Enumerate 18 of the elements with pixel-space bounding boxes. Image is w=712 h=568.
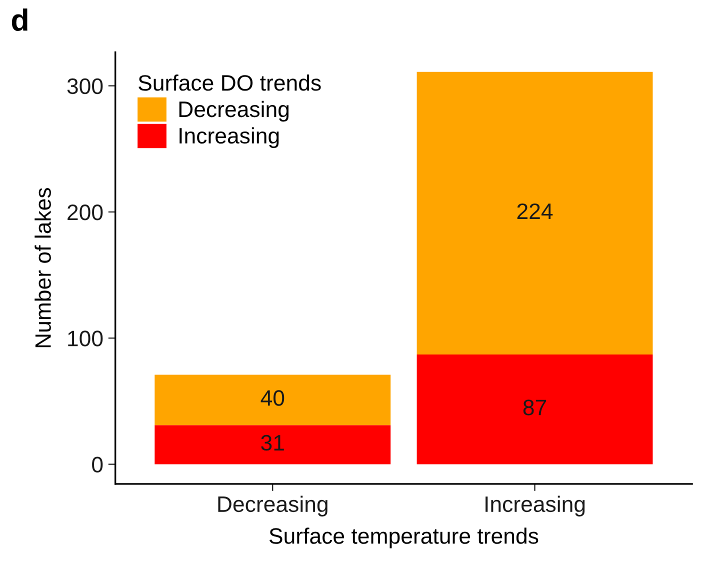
y-tick-label: 0 xyxy=(92,456,103,473)
data-label: 31 xyxy=(261,434,284,451)
legend-title: Surface DO trends xyxy=(138,74,321,91)
data-label: 40 xyxy=(260,390,284,406)
data-label: 87 xyxy=(523,400,546,416)
y-tick-label: 300 xyxy=(67,78,103,94)
bar xyxy=(416,72,653,355)
x-axis-title: Surface temperature trends xyxy=(269,528,538,548)
bar xyxy=(154,425,391,464)
data-label: 224 xyxy=(517,203,553,219)
bar xyxy=(416,354,653,464)
y-tick-label: 100 xyxy=(68,330,103,346)
legend-label: Increasing xyxy=(180,127,279,148)
y-tick-label: 200 xyxy=(68,204,103,220)
chart-title: d xyxy=(12,8,28,31)
y-axis-title: Number of lakes xyxy=(34,188,51,348)
bar xyxy=(154,374,391,426)
legend-label: Decreasing xyxy=(179,100,289,122)
